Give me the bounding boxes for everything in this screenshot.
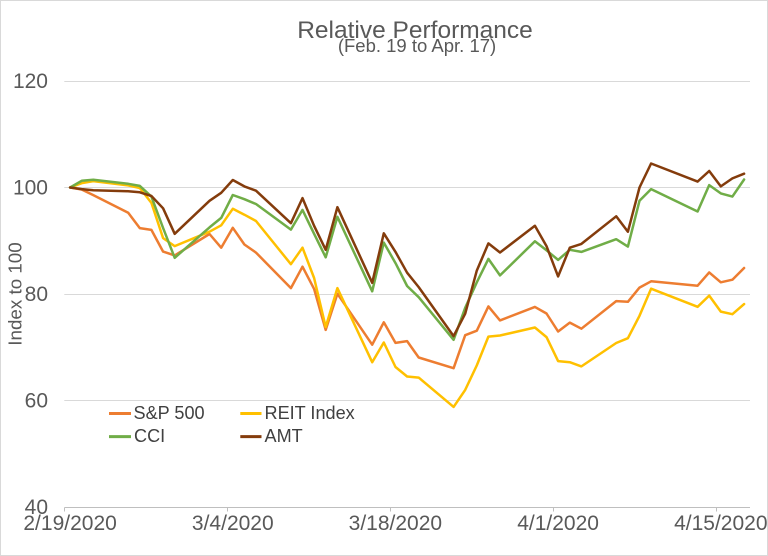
svg-text:Relative Performance: Relative Performance	[297, 17, 533, 44]
svg-text:40: 40	[25, 496, 48, 519]
svg-text:Index to 100: Index to 100	[5, 242, 26, 345]
svg-text:120: 120	[13, 70, 48, 93]
svg-text:4/15/2020: 4/15/2020	[674, 512, 767, 535]
svg-text:60: 60	[25, 390, 48, 413]
svg-text:AMT: AMT	[265, 426, 303, 446]
svg-text:3/18/2020: 3/18/2020	[349, 512, 442, 535]
svg-text:4/1/2020: 4/1/2020	[517, 512, 599, 535]
svg-text:2/19/2020: 2/19/2020	[23, 512, 116, 535]
svg-text:CCI: CCI	[134, 426, 165, 446]
svg-text:S&P 500: S&P 500	[134, 403, 205, 423]
svg-text:(Feb. 19 to Apr. 17): (Feb. 19 to Apr. 17)	[338, 35, 496, 56]
svg-text:100: 100	[13, 177, 48, 200]
svg-text:80: 80	[25, 283, 48, 306]
svg-text:REIT Index: REIT Index	[265, 403, 355, 423]
svg-text:3/4/2020: 3/4/2020	[192, 512, 274, 535]
